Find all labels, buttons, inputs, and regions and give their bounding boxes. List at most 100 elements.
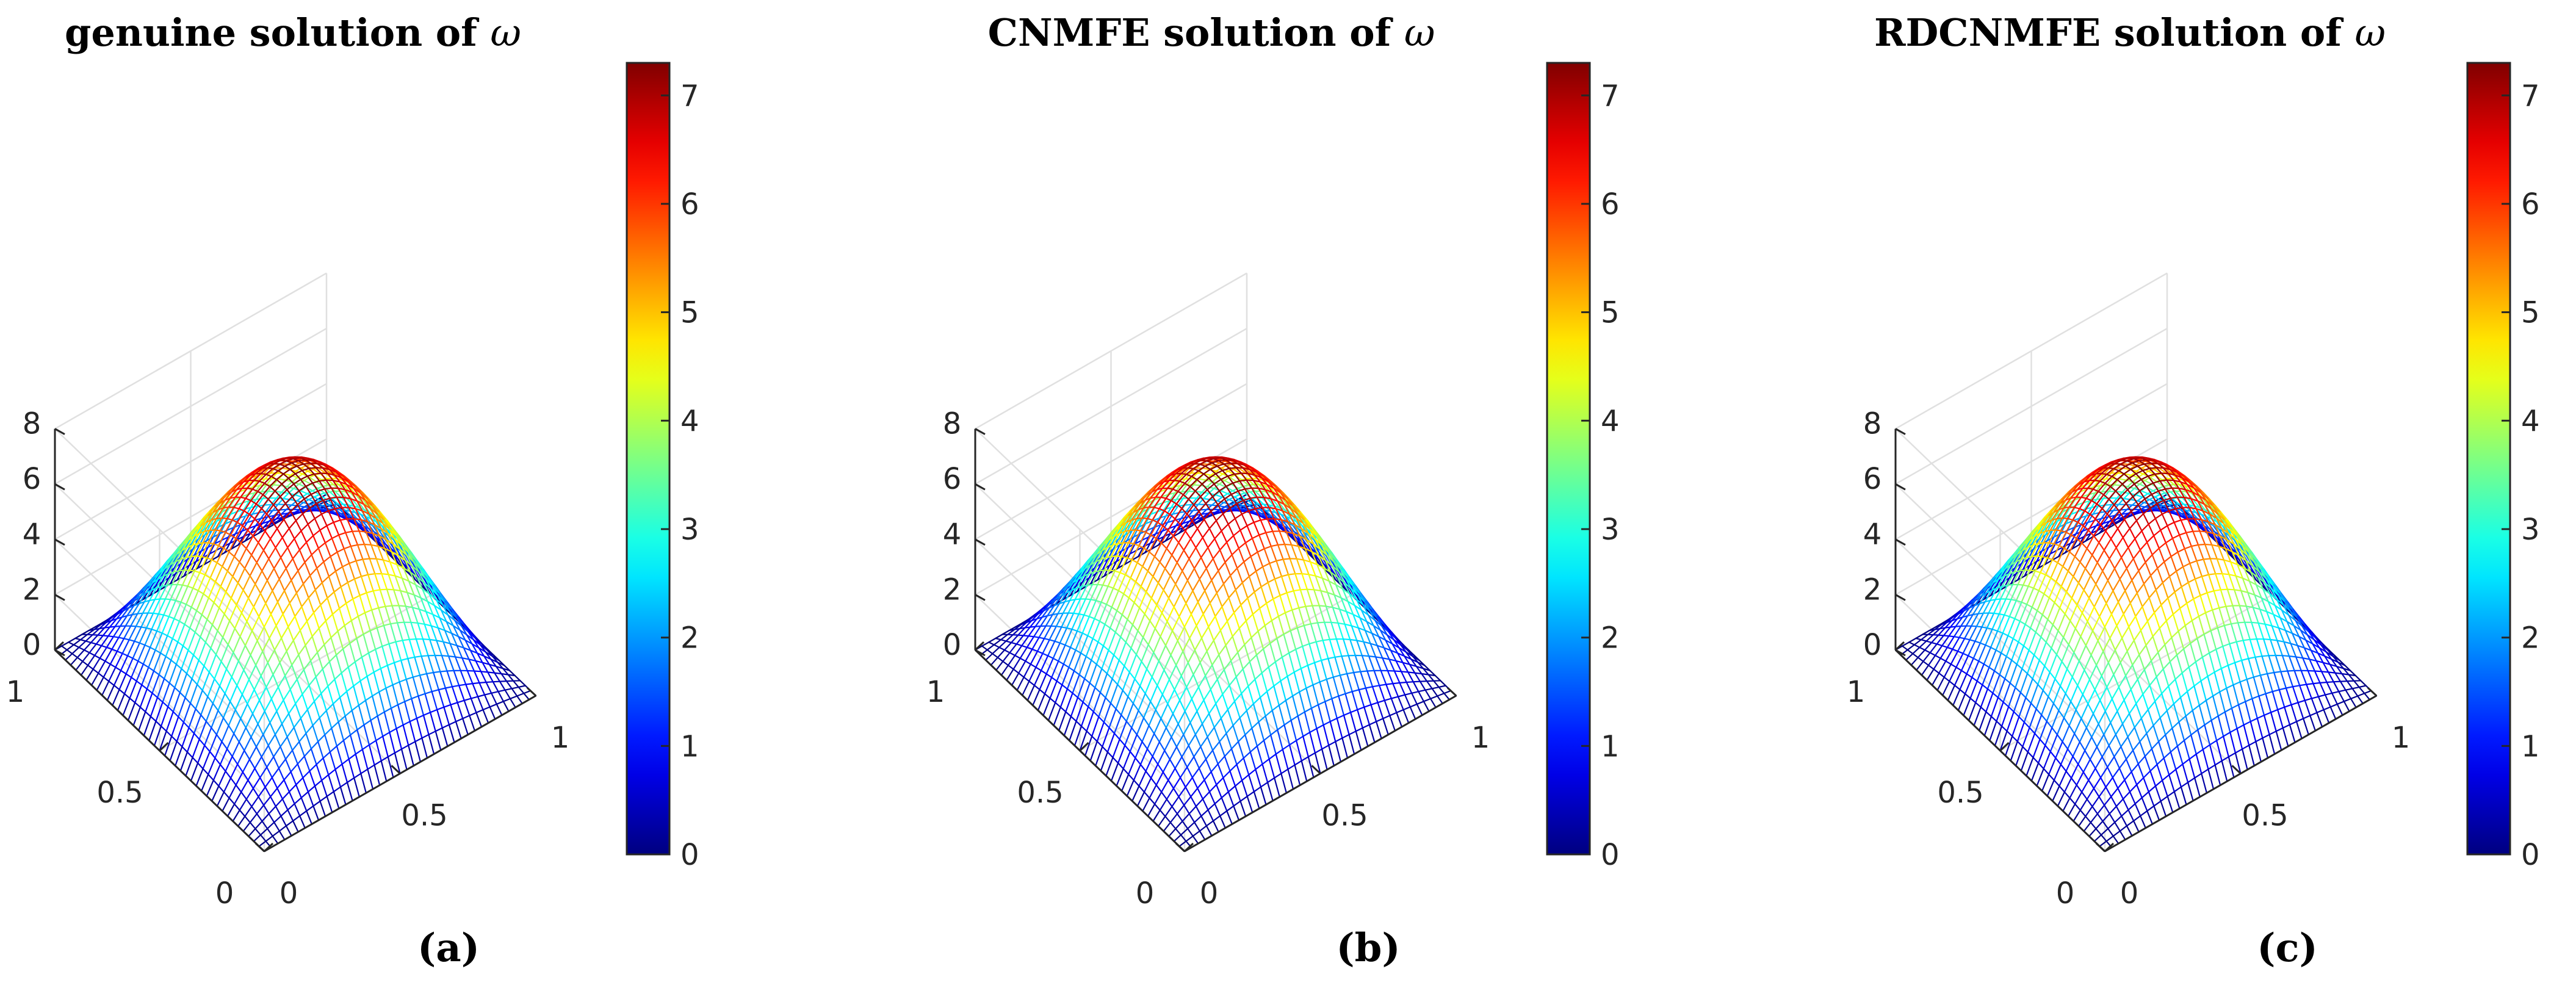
mesh-segment bbox=[401, 577, 410, 582]
mesh-segment bbox=[365, 531, 373, 535]
mesh-segment bbox=[151, 674, 160, 694]
mesh-segment bbox=[268, 806, 276, 815]
mesh-segment bbox=[258, 840, 267, 847]
mesh-segment bbox=[298, 741, 305, 757]
mesh-segment bbox=[441, 727, 449, 748]
mesh-segment bbox=[1373, 625, 1381, 631]
mesh-segment bbox=[425, 577, 431, 590]
mesh-segment bbox=[157, 613, 165, 616]
mesh-segment bbox=[294, 615, 301, 632]
mesh-segment bbox=[240, 718, 247, 729]
mesh-segment bbox=[315, 668, 323, 678]
mesh-segment bbox=[412, 676, 419, 697]
mesh-segment bbox=[1357, 594, 1364, 606]
mesh-segment bbox=[259, 699, 265, 712]
mesh-segment bbox=[289, 602, 296, 618]
mesh-segment bbox=[349, 643, 356, 663]
mesh-segment bbox=[222, 565, 228, 572]
mesh-segment bbox=[71, 652, 78, 658]
mesh-segment bbox=[189, 555, 197, 571]
mesh-segment bbox=[264, 520, 273, 532]
mesh-segment bbox=[170, 599, 176, 602]
mesh-segment bbox=[131, 602, 140, 616]
mesh-segment bbox=[125, 673, 132, 679]
mesh-segment bbox=[170, 572, 176, 585]
mesh-segment bbox=[300, 709, 308, 720]
mesh-segment bbox=[207, 757, 216, 776]
mesh-segment bbox=[319, 479, 327, 482]
mesh-segment bbox=[406, 591, 414, 608]
mesh-segment bbox=[1202, 492, 1210, 500]
mesh-segment bbox=[283, 699, 290, 715]
mesh-segment bbox=[1221, 467, 1230, 472]
mesh-segment bbox=[328, 661, 336, 680]
mesh-segment bbox=[241, 527, 250, 532]
mesh-segment bbox=[322, 757, 330, 776]
mesh-segment bbox=[1153, 517, 1160, 529]
mesh-segment bbox=[485, 681, 492, 694]
mesh-segment bbox=[276, 779, 285, 789]
mesh-segment bbox=[144, 628, 153, 646]
mesh-segment bbox=[356, 543, 366, 546]
mesh-segment bbox=[375, 648, 381, 669]
mesh-segment bbox=[217, 710, 225, 719]
mesh-segment bbox=[1235, 467, 1243, 474]
mesh-segment bbox=[273, 637, 283, 651]
mesh-segment bbox=[435, 727, 443, 732]
mesh-segment bbox=[193, 714, 202, 734]
mesh-segment bbox=[104, 660, 111, 665]
mesh-segment bbox=[237, 815, 246, 827]
mesh-segment bbox=[161, 573, 169, 588]
mesh-segment bbox=[301, 470, 309, 475]
mesh-segment bbox=[256, 640, 264, 652]
mesh-segment bbox=[1164, 532, 1172, 542]
mesh-segment bbox=[1228, 467, 1237, 469]
mesh-segment bbox=[284, 758, 292, 773]
mesh-segment bbox=[272, 835, 279, 845]
mesh-segment bbox=[293, 478, 301, 485]
mesh-segment bbox=[342, 740, 350, 760]
mesh-segment bbox=[245, 497, 252, 502]
mesh-segment bbox=[254, 756, 262, 770]
mesh-segment bbox=[153, 725, 162, 746]
mesh-segment bbox=[1421, 673, 1428, 682]
mesh-segment bbox=[341, 666, 349, 674]
mesh-segment bbox=[221, 724, 229, 743]
mesh-segment bbox=[1141, 536, 1150, 541]
mesh-segment bbox=[1393, 639, 1400, 649]
mesh-segment bbox=[367, 521, 375, 525]
mesh-segment bbox=[138, 711, 146, 732]
mesh-segment bbox=[286, 481, 293, 488]
mesh-segment bbox=[314, 779, 323, 787]
mesh-segment bbox=[376, 627, 383, 648]
mesh-segment bbox=[240, 779, 249, 793]
mesh-segment bbox=[446, 621, 454, 627]
mesh-segment bbox=[267, 463, 275, 469]
mesh-segment bbox=[181, 584, 189, 587]
mesh-segment bbox=[160, 635, 168, 654]
mesh-segment bbox=[183, 555, 192, 571]
mesh-segment bbox=[280, 746, 287, 760]
mesh-segment bbox=[391, 550, 399, 557]
mesh-segment bbox=[1233, 473, 1241, 482]
mesh-segment bbox=[1277, 500, 1283, 512]
mesh-segment bbox=[184, 606, 192, 626]
mesh-segment bbox=[388, 641, 397, 645]
mesh-segment bbox=[101, 644, 107, 648]
mesh-segment bbox=[406, 554, 413, 567]
mesh-segment bbox=[231, 519, 239, 524]
mesh-segment bbox=[482, 662, 490, 665]
mesh-segment bbox=[325, 620, 332, 638]
mesh-segment bbox=[229, 488, 238, 499]
mesh-segment bbox=[159, 584, 168, 600]
mesh-segment bbox=[371, 691, 380, 697]
mesh-segment bbox=[1070, 578, 1079, 591]
mesh-segment bbox=[66, 649, 73, 655]
mesh-segment bbox=[165, 638, 173, 657]
mesh-segment bbox=[499, 680, 506, 691]
mesh-segment bbox=[424, 623, 431, 641]
mesh-segment bbox=[490, 658, 497, 668]
mesh-segment bbox=[164, 735, 173, 757]
mesh-segment bbox=[189, 569, 195, 572]
mesh-segment bbox=[235, 538, 242, 544]
